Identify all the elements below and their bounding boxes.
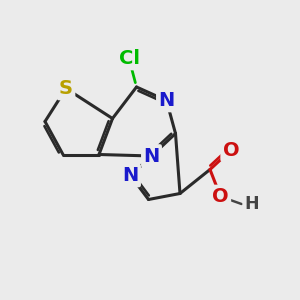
Text: S: S <box>59 79 73 98</box>
Text: N: N <box>122 166 139 185</box>
Text: O: O <box>223 140 239 160</box>
Text: N: N <box>158 91 175 110</box>
Text: O: O <box>212 187 229 206</box>
Text: H: H <box>245 195 259 213</box>
Text: N: N <box>143 146 160 166</box>
Text: Cl: Cl <box>118 49 140 68</box>
